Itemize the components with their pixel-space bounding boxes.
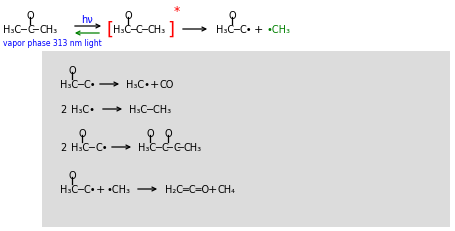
Text: CH₃: CH₃ [184,142,202,152]
Text: ─: ─ [155,142,161,152]
Text: C: C [173,142,180,152]
Text: •CH₃: •CH₃ [267,25,291,35]
Text: ─: ─ [77,184,83,194]
Text: CH₃: CH₃ [148,25,166,35]
Text: H₃C•: H₃C• [71,105,95,115]
Text: C•: C• [239,25,252,35]
Text: ─: ─ [233,25,239,35]
Text: ─: ─ [141,25,147,35]
Text: hν: hν [81,15,93,25]
Text: ─: ─ [77,80,83,90]
Text: H₃C•: H₃C• [126,80,150,90]
Text: ]: ] [167,21,174,39]
Text: H₃C: H₃C [138,142,156,152]
Text: C•: C• [84,80,96,90]
Text: *: * [174,6,180,18]
Text: C•: C• [84,184,96,194]
Text: ─: ─ [130,25,136,35]
Text: O: O [78,128,86,138]
Text: [: [ [107,21,114,39]
Text: +: + [208,184,217,194]
Text: H₃C: H₃C [113,25,131,35]
Text: •CH₃: •CH₃ [106,184,130,194]
Text: ─: ─ [88,142,94,152]
Text: C: C [136,25,143,35]
Text: H₂C═C═O: H₂C═C═O [165,184,209,194]
Text: CH₃: CH₃ [39,25,57,35]
Text: +: + [96,184,106,194]
Text: O: O [124,11,132,21]
Text: H₃C─CH₃: H₃C─CH₃ [129,105,171,115]
Text: C: C [27,25,34,35]
Text: C•: C• [95,142,108,152]
Text: H₃C: H₃C [60,184,78,194]
Text: H₃C: H₃C [216,25,234,35]
Text: ─: ─ [20,25,26,35]
Text: O: O [68,170,76,180]
Text: ─: ─ [166,142,172,152]
Text: H₃C: H₃C [3,25,21,35]
Text: O: O [26,11,34,21]
Text: +: + [253,25,263,35]
Text: O: O [68,66,76,76]
Text: vapor phase 313 nm light: vapor phase 313 nm light [3,39,102,48]
Text: O: O [228,11,236,21]
Text: +: + [150,80,159,90]
Text: CO: CO [160,80,174,90]
Text: ─: ─ [32,25,38,35]
Text: O: O [146,128,154,138]
Text: O: O [164,128,172,138]
Text: ─: ─ [177,142,183,152]
Text: 2: 2 [60,105,66,115]
Bar [42,52,450,227]
Text: 2: 2 [60,142,66,152]
Text: C: C [162,142,169,152]
Text: CH₄: CH₄ [218,184,236,194]
Text: H₃C: H₃C [71,142,89,152]
Text: H₃C: H₃C [60,80,78,90]
